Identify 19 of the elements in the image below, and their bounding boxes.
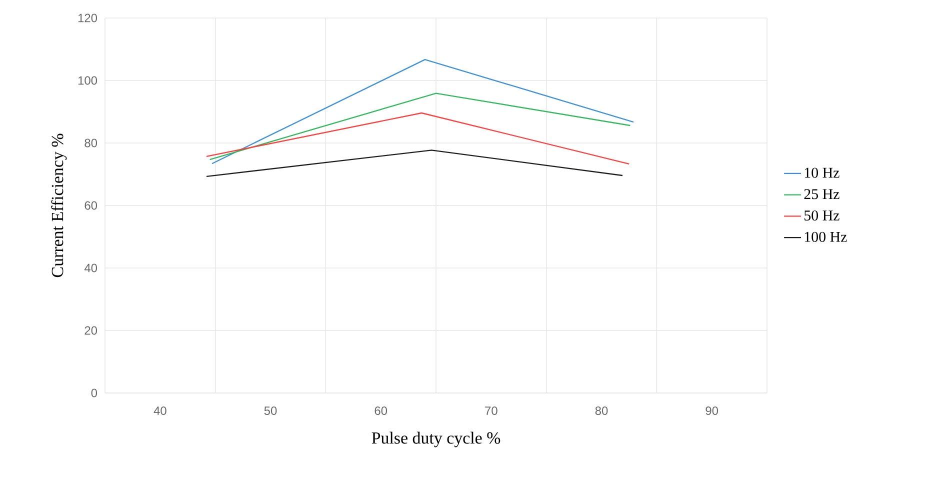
y-tick-label: 40 (84, 264, 98, 272)
x-tick-label: 80 (595, 406, 608, 415)
x-tick-label: 90 (706, 406, 718, 415)
y-tick-label: 120 (78, 14, 98, 22)
x-tick-label: 40 (154, 406, 166, 415)
y-tick-label: 60 (84, 201, 98, 210)
y-tick-label: 80 (84, 138, 98, 148)
legend-label: 25 Hz (804, 189, 840, 200)
y-tick-label: 100 (78, 76, 98, 85)
x-tick-label: 50 (264, 406, 277, 415)
legend-label: 100 Hz (804, 232, 847, 242)
x-axis-title: Pulse duty cycle % (372, 432, 500, 448)
y-axis-title: Current Efficiency % (51, 134, 67, 278)
x-tick-label: 70 (485, 406, 498, 415)
y-tick-label: 20 (84, 326, 98, 335)
y-tick-label: 0 (91, 388, 98, 398)
legend-label: 50 Hz (804, 210, 840, 221)
legend-label: 10 Hz (804, 168, 840, 178)
x-tick-label: 60 (374, 406, 388, 415)
